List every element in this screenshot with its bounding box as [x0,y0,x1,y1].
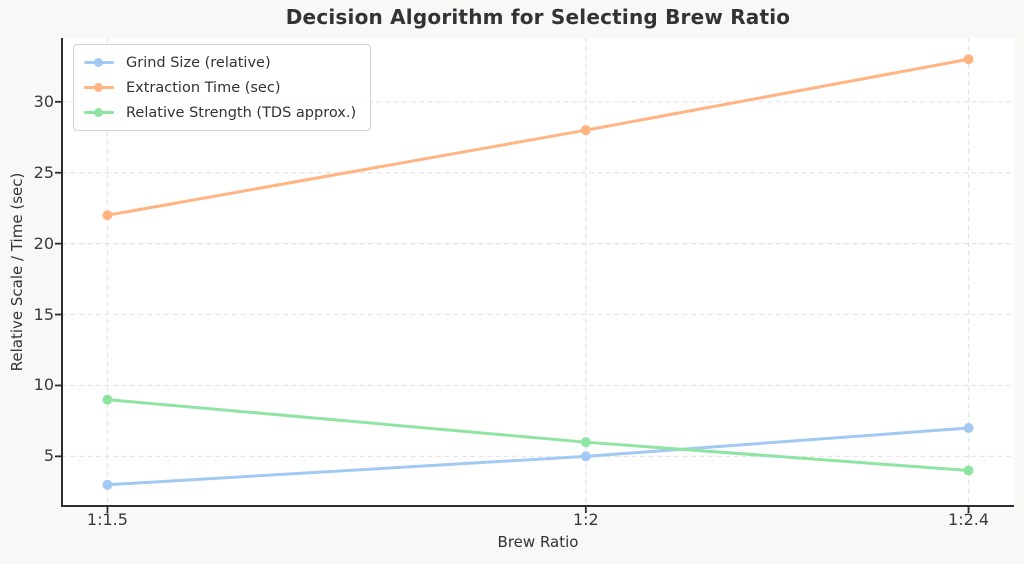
y-tick-label: 20 [33,233,54,253]
series-marker-0 [102,479,113,490]
y-tick-label: 30 [33,91,54,111]
series-marker-0 [580,451,591,462]
series-marker-1 [580,125,591,136]
series-marker-1 [102,210,113,221]
legend-dot-icon [94,83,103,92]
line-marker-swatch-icon [84,106,114,120]
y-tick-label: 10 [33,375,54,395]
y-tick-label: 25 [33,162,54,182]
legend-label: Relative Strength (TDS approx.) [126,104,357,121]
x-axis-label: Brew Ratio [497,533,579,551]
line-marker-swatch-icon [84,81,114,95]
series-marker-2 [102,394,113,405]
legend-item: Relative Strength (TDS approx.) [84,100,356,125]
legend-label: Grind Size (relative) [126,54,271,71]
series-marker-0 [963,423,974,433]
legend-item: Grind Size (relative) [84,50,356,75]
x-tick-label: 1:2.4 [948,510,990,529]
legend-dot-icon [94,108,103,117]
chart-title: Decision Algorithm for Selecting Brew Ra… [285,5,791,29]
y-axis-label: Relative Scale / Time (sec) [8,172,26,372]
legend-label: Extraction Time (sec) [126,79,281,96]
legend-dot-icon [94,58,103,67]
x-tick-label: 1:1.5 [86,510,128,529]
series-marker-1 [963,54,974,65]
x-tick-label: 1:2 [572,510,599,529]
y-tick-label: 5 [43,446,54,466]
series-marker-2 [580,437,591,448]
legend: Grind Size (relative) Extraction Time (s… [73,44,372,131]
line-marker-swatch-icon [84,56,114,70]
series-marker-2 [963,465,974,476]
y-tick-label: 15 [33,304,54,324]
legend-item: Extraction Time (sec) [84,75,356,100]
